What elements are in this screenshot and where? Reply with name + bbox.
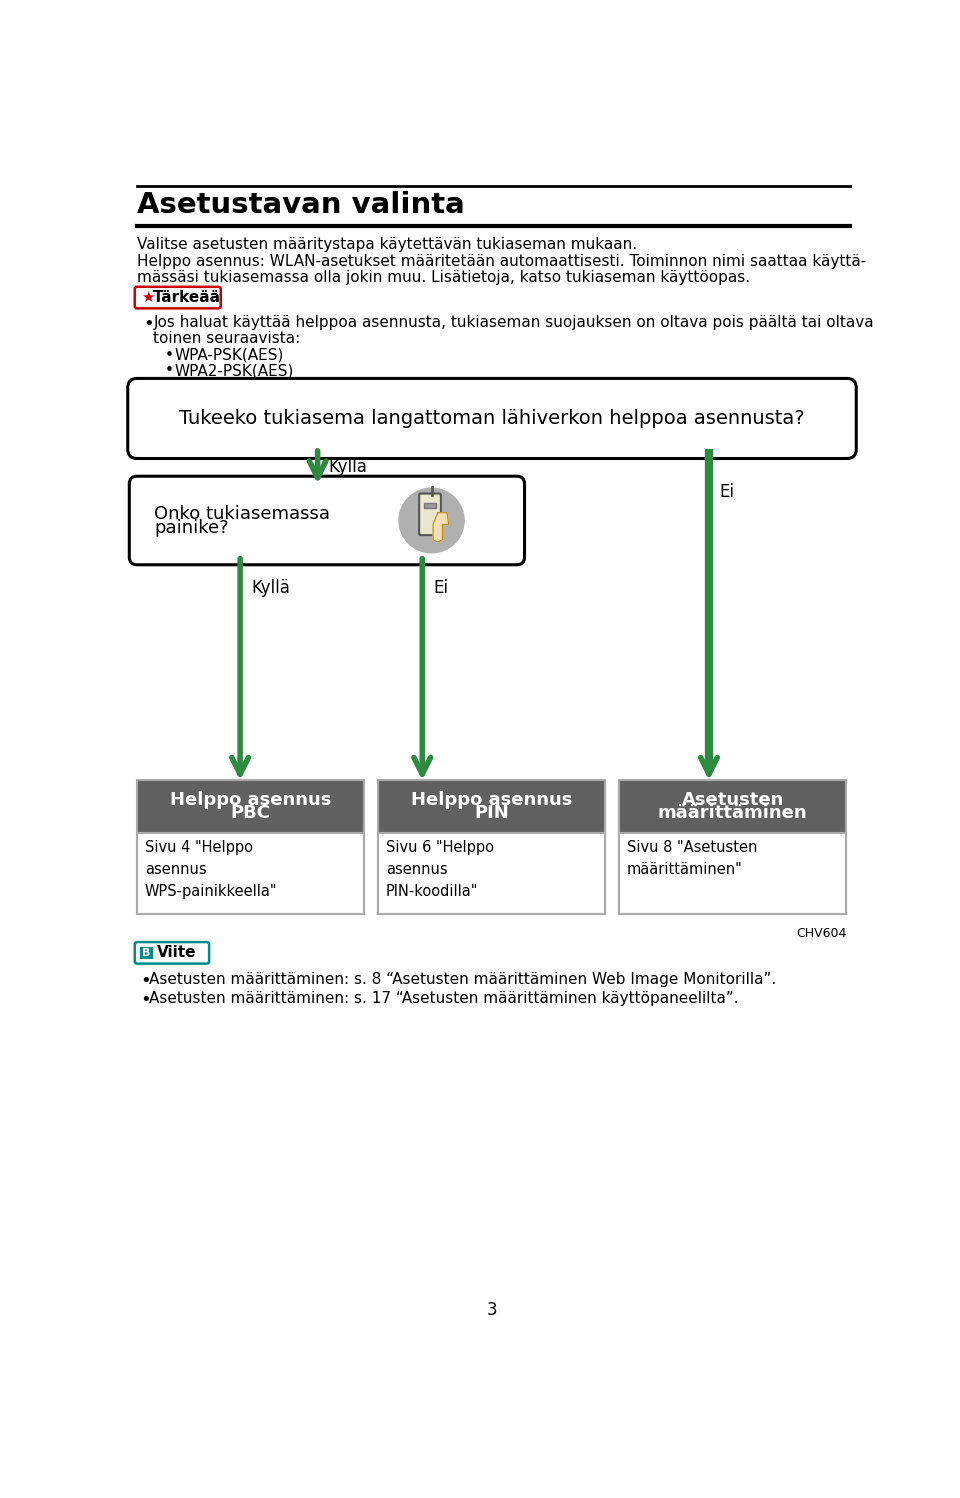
Text: Helppo asennus: WLAN-asetukset määritetään automaattisesti. Toiminnon nimi saatt: Helppo asennus: WLAN-asetukset määritetä… — [137, 255, 866, 270]
FancyBboxPatch shape — [420, 493, 441, 535]
Text: •: • — [165, 348, 174, 363]
Bar — [619, 780, 846, 833]
Text: CHV604: CHV604 — [797, 927, 847, 941]
Text: ★: ★ — [141, 291, 155, 306]
Text: 3: 3 — [487, 1302, 497, 1320]
Text: •: • — [165, 363, 174, 377]
Text: mässäsi tukiasemassa olla jokin muu. Lisätietoja, katso tukiaseman käyttöopas.: mässäsi tukiasemassa olla jokin muu. Lis… — [137, 270, 750, 285]
Text: PBC: PBC — [230, 804, 271, 822]
Text: B: B — [142, 948, 151, 957]
Text: •: • — [143, 315, 154, 333]
Text: Helppo asennus: Helppo asennus — [170, 791, 331, 809]
Text: WPA-PSK(AES): WPA-PSK(AES) — [175, 348, 283, 363]
Bar — [137, 833, 364, 914]
Text: Jos haluat käyttää helppoa asennusta, tukiaseman suojauksen on oltava pois päält: Jos haluat käyttää helppoa asennusta, tu… — [154, 315, 874, 330]
Bar — [137, 780, 364, 833]
Text: •: • — [140, 972, 151, 990]
Text: Asetusten määrittäminen: s. 17 “Asetusten määrittäminen käyttöpaneelilta”.: Asetusten määrittäminen: s. 17 “Asetuste… — [150, 990, 739, 1005]
Bar — [378, 780, 605, 914]
Text: Sivu 8 "Asetusten
määrittäminen": Sivu 8 "Asetusten määrittäminen" — [627, 840, 757, 876]
Text: Kyllä: Kyllä — [328, 457, 368, 475]
Bar — [140, 947, 153, 959]
Text: Kyllä: Kyllä — [251, 578, 290, 596]
Text: Valitse asetusten määritystapa käytettävän tukiaseman mukaan.: Valitse asetusten määritystapa käytettäv… — [137, 237, 637, 252]
Bar — [619, 780, 846, 914]
Text: painike?: painike? — [155, 520, 228, 538]
Circle shape — [399, 488, 464, 553]
Text: Onko tukiasemassa: Onko tukiasemassa — [155, 505, 330, 523]
FancyBboxPatch shape — [130, 476, 524, 565]
Bar — [378, 780, 605, 833]
Bar — [378, 833, 605, 914]
Text: Asetustavan valinta: Asetustavan valinta — [137, 190, 465, 219]
Text: Sivu 4 "Helppo
asennus
WPS-painikkeella": Sivu 4 "Helppo asennus WPS-painikkeella" — [145, 840, 277, 899]
Text: Ei: Ei — [720, 482, 734, 500]
Text: •: • — [140, 990, 151, 1008]
FancyBboxPatch shape — [128, 379, 856, 458]
Text: Asetusten määrittäminen: s. 8 “Asetusten määrittäminen Web Image Monitorilla”.: Asetusten määrittäminen: s. 8 “Asetusten… — [150, 972, 777, 987]
Text: Helppo asennus: Helppo asennus — [411, 791, 572, 809]
Text: PIN: PIN — [474, 804, 509, 822]
Text: Asetusten: Asetusten — [682, 791, 783, 809]
Text: WPA2-PSK(AES): WPA2-PSK(AES) — [175, 363, 294, 377]
Text: toinen seuraavista:: toinen seuraavista: — [154, 331, 300, 346]
Bar — [137, 780, 364, 914]
Text: Sivu 6 "Helppo
asennus
PIN-koodilla": Sivu 6 "Helppo asennus PIN-koodilla" — [386, 840, 493, 899]
FancyBboxPatch shape — [134, 942, 209, 963]
Polygon shape — [433, 512, 448, 542]
Text: määrittäminen: määrittäminen — [658, 804, 807, 822]
FancyBboxPatch shape — [134, 286, 221, 309]
Text: Ei: Ei — [433, 578, 448, 596]
Text: Tärkeää: Tärkeää — [153, 291, 221, 306]
Bar — [423, 503, 436, 508]
Bar — [619, 833, 846, 914]
Text: Tukeeko tukiasema langattoman lähiverkon helppoa asennusta?: Tukeeko tukiasema langattoman lähiverkon… — [180, 409, 804, 428]
Text: Viite: Viite — [157, 945, 197, 960]
